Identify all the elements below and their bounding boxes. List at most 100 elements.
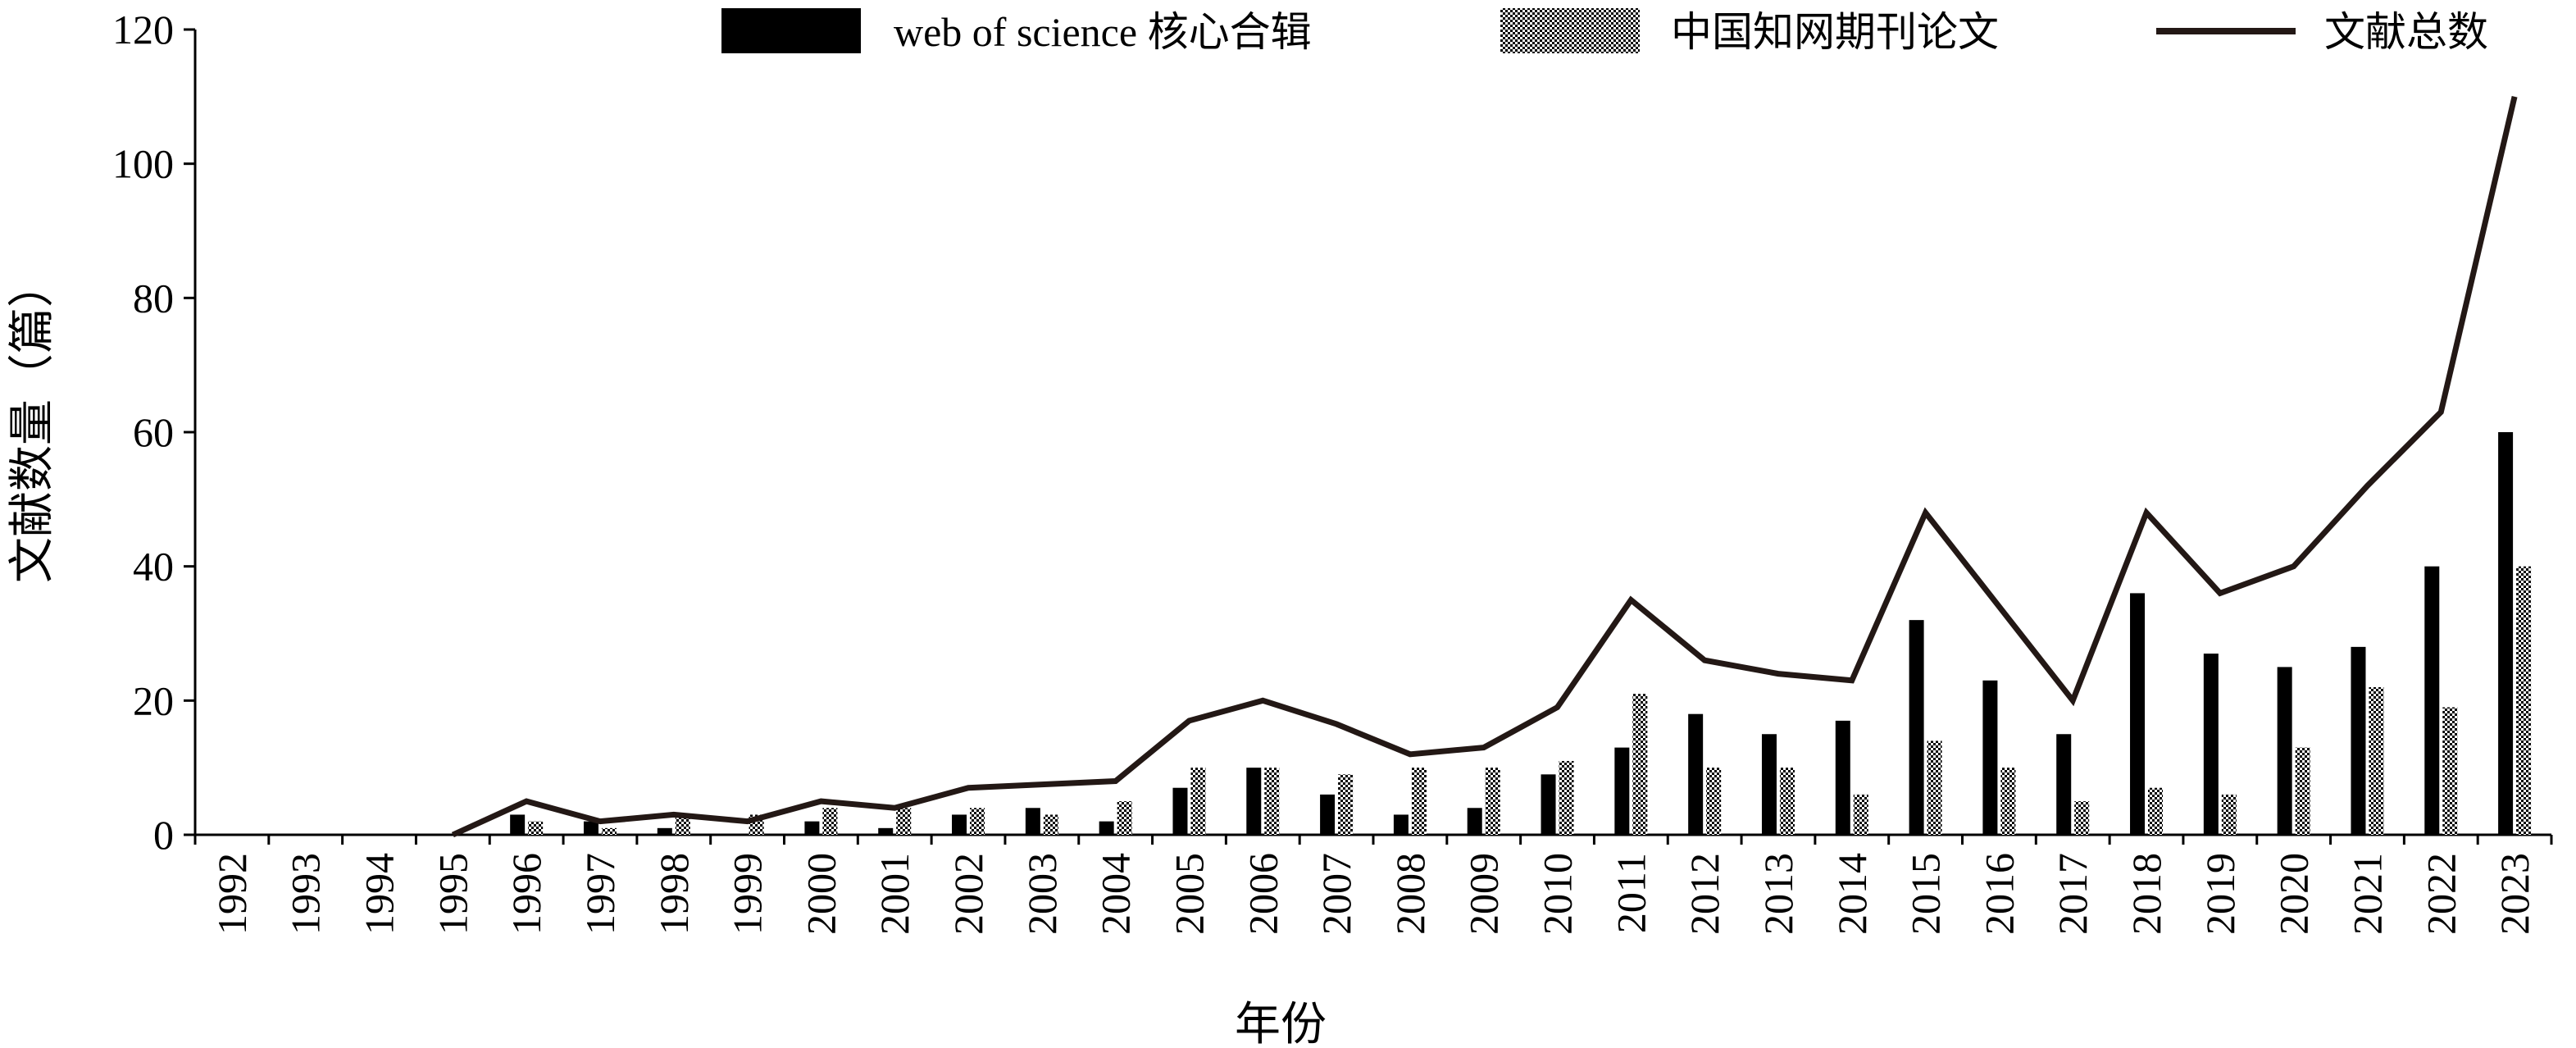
bar-wos (2203, 654, 2219, 835)
bar-cnki (896, 808, 912, 835)
x-tick-label: 1994 (357, 853, 403, 935)
x-tick-label: 2013 (1755, 853, 1801, 935)
line-total (451, 96, 2518, 838)
y-tick-label: 120 (112, 7, 174, 52)
x-tick-label: 2022 (2418, 853, 2464, 935)
x-tick-label: 2001 (872, 853, 917, 935)
bar-cnki (1485, 768, 1500, 835)
bar-wos (1393, 814, 1409, 835)
y-tick-label: 20 (133, 677, 174, 723)
bar-cnki (528, 821, 544, 835)
bar-wos (1099, 821, 1114, 835)
bar-cnki (970, 808, 985, 835)
bar-cnki (601, 827, 617, 835)
bar-cnki (1117, 801, 1132, 835)
x-tick-label: 2011 (1608, 853, 1654, 933)
y-tick-label: 0 (153, 812, 174, 858)
bar-wos (952, 814, 967, 835)
bar-cnki (1043, 814, 1058, 835)
bar-cnki (1853, 794, 1868, 835)
x-tick-label: 2017 (2050, 853, 2096, 935)
bar-wos (1614, 747, 1630, 835)
bar-cnki (2295, 747, 2310, 835)
bar-cnki (2221, 794, 2237, 835)
bar-wos (2056, 734, 2072, 835)
x-tick-label: 2009 (1461, 853, 1507, 935)
x-tick-label: 2023 (2492, 853, 2537, 935)
bar-wos (2351, 646, 2366, 835)
bar-cnki (2148, 787, 2164, 835)
bar-cnki (2369, 686, 2384, 835)
x-tick-label: 2000 (798, 853, 844, 935)
x-tick-label: 2006 (1240, 853, 1286, 935)
bar-cnki (2000, 768, 2016, 835)
x-tick-label: 2002 (945, 853, 991, 935)
x-tick-label: 2019 (2197, 853, 2243, 935)
bar-wos (1982, 680, 1998, 835)
bar-wos (1909, 620, 1924, 835)
x-tick-label: 2007 (1313, 853, 1359, 935)
plot-area: 0 20 40 60 80 100 120 1992 1993 1994 1995 1996 1997 1… (112, 7, 2553, 935)
bar-cnki (822, 808, 838, 835)
x-tick-label: 2015 (1903, 853, 1949, 935)
bar-cnki (1779, 768, 1795, 835)
bar-wos (878, 827, 894, 835)
bar-wos (657, 827, 672, 835)
x-tick-label: 1996 (503, 853, 549, 935)
x-tick-label: 2005 (1166, 853, 1212, 935)
legend-label-wos: web of science 核心合辑 (894, 9, 1312, 55)
x-tick-label: 1995 (430, 853, 476, 935)
bar-cnki (1264, 768, 1280, 835)
x-tick-label: 1992 (209, 853, 255, 935)
bar-cnki (1559, 760, 1574, 835)
bar-wos (1761, 734, 1777, 835)
x-tick-label: 2014 (1829, 853, 1875, 935)
bar-wos (1246, 768, 1262, 835)
bar-wos (2498, 432, 2514, 835)
bar-wos (1688, 713, 1704, 835)
y-tick-label: 100 (112, 141, 174, 187)
bar-cnki (1338, 774, 1354, 835)
bar-cnki (1706, 768, 1722, 835)
x-tick-label: 1999 (725, 853, 771, 935)
legend: web of science 核心合辑 中国知网期刊论文 文献总数 (721, 8, 2488, 55)
x-tick-label: 1993 (283, 853, 329, 935)
bar-wos (1025, 808, 1040, 835)
bar-wos (804, 821, 820, 835)
x-tick-label: 1997 (577, 853, 623, 935)
bar-cnki (1190, 768, 1206, 835)
x-tick-label: 1998 (651, 853, 697, 935)
y-axis-title: 文献数量（篇） (7, 262, 58, 583)
bar-wos (1835, 720, 1850, 835)
x-tick-label: 2008 (1387, 853, 1433, 935)
y-tick-label: 80 (133, 275, 174, 321)
bar-cnki (1927, 740, 1942, 835)
x-tick-label: 2003 (1019, 853, 1065, 935)
legend-label-total: 文献总数 (2324, 9, 2488, 55)
bar-cnki (1632, 694, 1648, 835)
bar-wos (2424, 566, 2440, 835)
legend-swatch-cnki (1500, 8, 1640, 53)
bar-wos (1541, 774, 1556, 835)
bar-wos (1172, 787, 1188, 835)
y-tick-label: 40 (133, 544, 174, 590)
bar-wos (1467, 808, 1482, 835)
x-tick-label: 2016 (1976, 853, 2022, 935)
x-tick-label: 2021 (2344, 853, 2390, 935)
x-tick-label: 2018 (2123, 853, 2169, 935)
bar-cnki (2442, 707, 2458, 835)
x-tick-label: 2020 (2271, 853, 2317, 935)
y-tick-label: 60 (133, 409, 174, 455)
x-tick-label: 2010 (1535, 853, 1581, 935)
bar-cnki (2516, 566, 2532, 835)
x-tick-label: 2012 (1682, 853, 1727, 935)
legend-swatch-wos (721, 8, 861, 53)
x-tick-label: 2004 (1093, 853, 1139, 935)
bar-wos (510, 814, 526, 835)
bar-cnki (1411, 768, 1427, 835)
bar-cnki (675, 814, 690, 835)
bar-cnki (2074, 801, 2090, 835)
bar-wos (1320, 794, 1336, 835)
x-axis-title: 年份 (1235, 1000, 1327, 1048)
